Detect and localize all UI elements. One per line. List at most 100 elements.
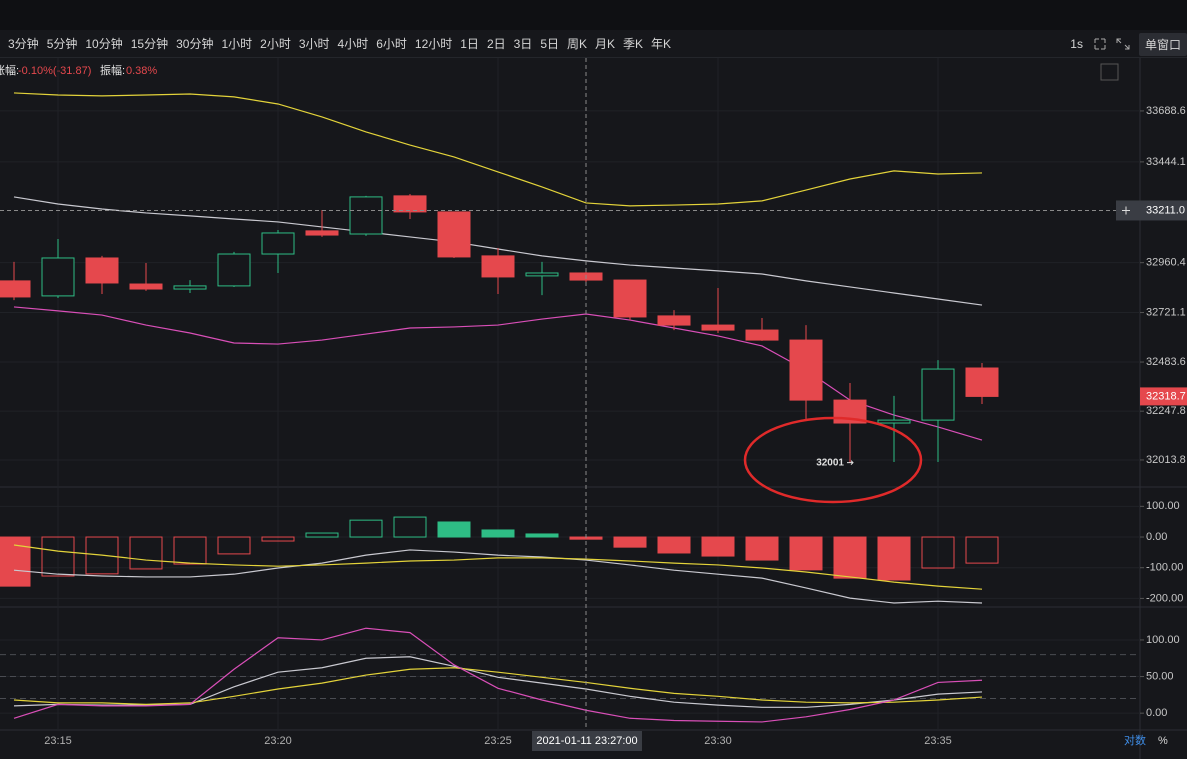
interval-button[interactable]: 年K	[651, 37, 672, 51]
candle-body	[789, 339, 823, 401]
candle-body	[173, 285, 207, 290]
top-strip	[0, 0, 1187, 30]
crosshair-price: 33211.0	[1146, 204, 1185, 216]
change: -0.10%(-31.87)	[18, 65, 91, 77]
time-label: 23:35	[924, 735, 952, 747]
interval-button[interactable]: 3分钟	[8, 37, 39, 51]
time-label: 23:15	[44, 735, 72, 747]
interval-button[interactable]: 10分钟	[85, 37, 123, 51]
y-tick-label: 50.00	[1146, 670, 1174, 682]
time-label: 23:30	[704, 735, 732, 747]
price-axis-bg	[1140, 58, 1187, 759]
y-tick-label: 32247.8	[1146, 405, 1186, 417]
candle-body	[657, 315, 691, 326]
y-tick-label: 32721.1	[1146, 306, 1186, 318]
candle-body	[921, 368, 955, 421]
interval-button[interactable]: 3小时	[298, 37, 330, 51]
macd-bar	[41, 536, 75, 577]
interval-button[interactable]: 1日	[460, 37, 479, 51]
crosshair-time-box	[532, 731, 642, 751]
interval-button[interactable]: 月K	[595, 37, 616, 51]
candle-body	[877, 419, 911, 424]
y-tick-label: 100.00	[1146, 634, 1180, 646]
interval-button[interactable]: 周K	[567, 37, 588, 51]
interval-button[interactable]: 3日	[513, 37, 533, 51]
y-tick-label: 0.00	[1146, 531, 1167, 543]
change-label: 涨幅:	[0, 64, 19, 77]
macd-bar	[965, 536, 999, 564]
macd-bar	[217, 536, 251, 555]
candle-body	[261, 232, 295, 255]
indicator-line	[13, 627, 983, 723]
macd-bar	[525, 533, 559, 538]
indicator-line	[13, 544, 983, 590]
y-tick-label: 0.00	[1146, 707, 1167, 719]
crosshair-price-box	[1116, 200, 1187, 221]
interval-button[interactable]: 1小时	[221, 37, 253, 51]
indicator-line	[13, 92, 983, 207]
interval-button[interactable]: 5分钟	[46, 37, 78, 51]
interval-button[interactable]: 5日	[540, 37, 559, 51]
interval-button[interactable]: 30分钟	[176, 37, 214, 51]
indicator-line	[13, 667, 983, 705]
toolbar-right: 1s 单窗口	[1070, 30, 1187, 58]
y-tick-label: -100.00	[1146, 562, 1183, 574]
candle-body	[393, 195, 427, 213]
interval-toolbar: 3分钟 5分钟 10分钟 15分钟 30分钟 1小时 2小时 3小时 4小时 6小时 12小时 1日 2…	[0, 30, 1187, 58]
macd-bar	[261, 536, 295, 542]
expand-icon[interactable]	[1100, 63, 1119, 81]
y-tick-label: 32483.6	[1146, 356, 1186, 368]
macd-bar	[877, 536, 911, 581]
y-tick-label: 33444.1	[1146, 156, 1186, 168]
interval-button[interactable]: 季K	[623, 37, 644, 51]
macd-bar	[0, 536, 31, 587]
interval-button[interactable]: 4小时	[337, 37, 369, 51]
y-tick-label: 32013.8	[1146, 454, 1186, 466]
indicator-line	[13, 549, 983, 604]
macd-bar	[393, 516, 427, 538]
macd-bar	[701, 536, 735, 557]
interval-button[interactable]: 6小时	[376, 37, 407, 51]
candle-body	[0, 280, 31, 298]
crosshair-time: 2021-01-11 23:27:00	[536, 735, 637, 747]
macd-bar	[305, 532, 339, 538]
macd-bar	[789, 536, 823, 571]
candle-body	[217, 253, 251, 287]
interval-button[interactable]: 2日	[486, 37, 506, 51]
log-scale[interactable]: 对数	[1124, 733, 1146, 747]
y-tick-label: -200.00	[1146, 592, 1183, 604]
macd-bar	[833, 536, 867, 579]
last-price-box	[1140, 387, 1187, 406]
macd-bar	[173, 536, 207, 565]
candle-body	[701, 324, 735, 331]
low-arrow	[847, 460, 854, 465]
macd-bar	[481, 529, 515, 538]
candle-body	[305, 230, 339, 236]
candle-body	[525, 272, 559, 277]
candle-body	[85, 257, 119, 284]
macd-bar	[437, 521, 471, 538]
candle-body	[129, 283, 163, 290]
interval-button[interactable]: 2小时	[260, 37, 291, 51]
y-tick-label: 33688.6	[1146, 105, 1186, 117]
interval-button[interactable]: 12小时	[414, 37, 453, 51]
refresh[interactable]: 1s	[1070, 37, 1083, 51]
candle-body	[349, 196, 383, 235]
macd-bar	[85, 536, 119, 575]
interval-button[interactable]: 15分钟	[130, 37, 169, 51]
icons	[1094, 38, 1130, 50]
highlight-circle	[743, 416, 923, 504]
macd-bar	[921, 536, 955, 569]
candle-body	[481, 255, 515, 278]
candle-body	[41, 257, 75, 297]
candle-body	[613, 279, 647, 318]
crosshair-plus	[1122, 206, 1130, 215]
amplitude: 0.38%	[126, 65, 157, 77]
percent-scale[interactable]: %	[1158, 735, 1168, 747]
macd-bar	[657, 536, 691, 554]
candle-body	[745, 329, 779, 341]
window-button[interactable]: 单窗口	[1138, 32, 1187, 56]
macd-bar	[129, 536, 163, 570]
